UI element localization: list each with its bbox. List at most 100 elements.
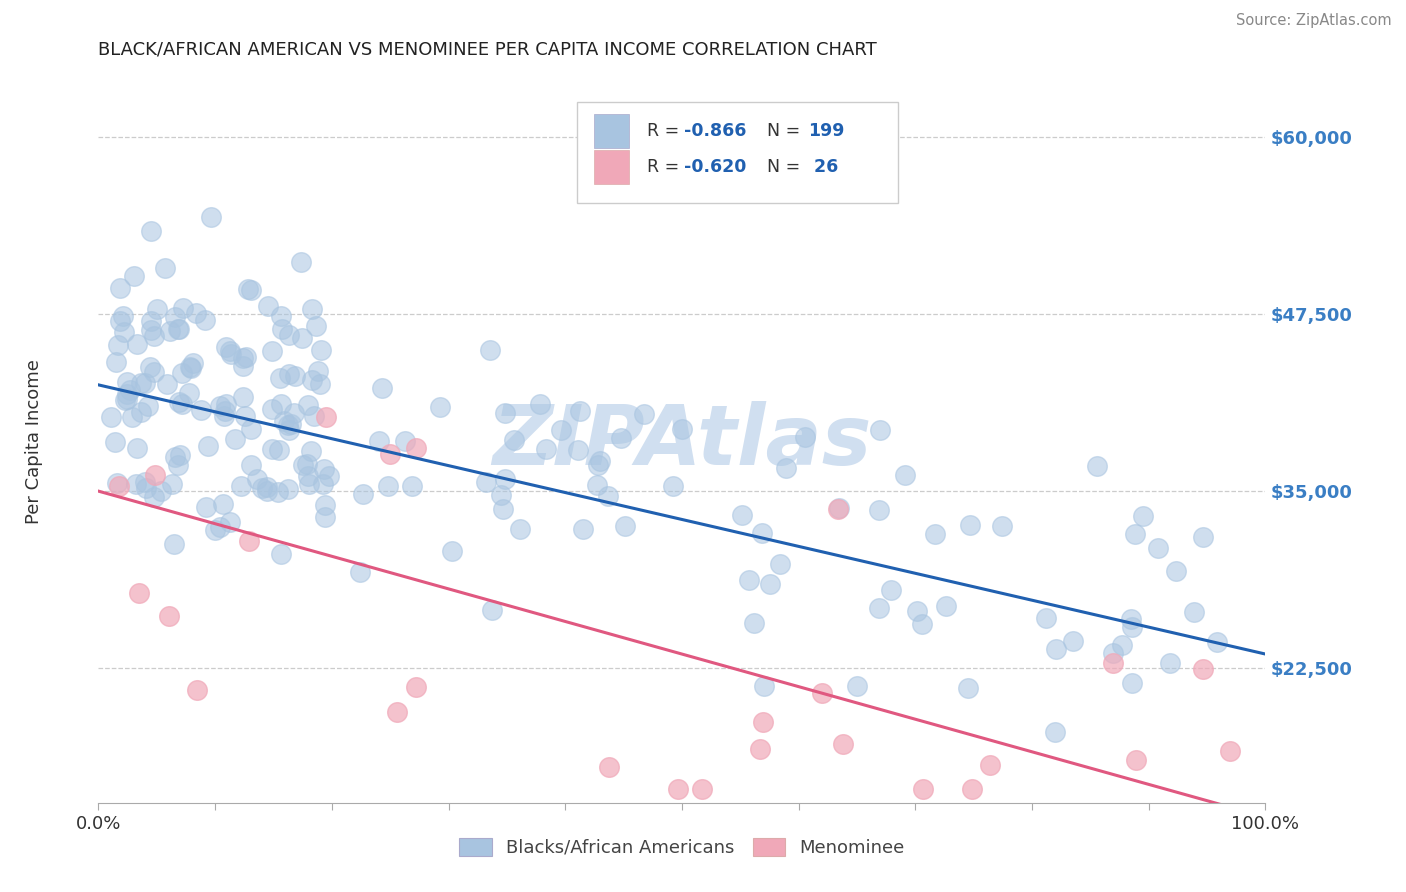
Point: [104, 434, 127, 449]
Point: [868, 503, 890, 517]
Point: [769, 557, 792, 571]
Point: [935, 599, 957, 613]
Point: [240, 283, 263, 297]
Text: ZIPAtlas: ZIPAtlas: [492, 401, 872, 482]
Point: [139, 314, 162, 328]
Point: [759, 577, 782, 591]
Point: [304, 409, 326, 424]
Point: [479, 343, 502, 357]
Point: [186, 682, 208, 697]
Point: [1035, 611, 1057, 625]
Point: [115, 387, 138, 401]
Point: [139, 359, 162, 374]
Point: [129, 405, 152, 419]
Point: [589, 454, 612, 468]
Point: [256, 480, 278, 494]
Point: [208, 520, 231, 534]
Point: [1184, 605, 1206, 619]
Text: -0.620: -0.620: [685, 158, 747, 176]
Point: [1121, 676, 1143, 690]
Point: [200, 210, 222, 224]
Point: [924, 527, 946, 541]
Point: [1123, 527, 1146, 541]
Point: [104, 355, 127, 369]
Point: [318, 469, 340, 483]
Legend: Blacks/African Americans, Menominee: Blacks/African Americans, Menominee: [451, 830, 912, 864]
Point: [314, 462, 336, 476]
FancyBboxPatch shape: [576, 102, 898, 203]
Point: [1164, 564, 1187, 578]
Point: [880, 582, 903, 597]
Point: [141, 224, 163, 238]
Point: [752, 679, 775, 693]
Point: [179, 386, 201, 401]
Point: [811, 686, 834, 700]
Point: [352, 487, 374, 501]
Point: [911, 617, 934, 632]
Point: [614, 518, 637, 533]
Point: [571, 523, 593, 537]
Point: [278, 328, 301, 343]
Point: [509, 522, 531, 536]
Point: [690, 781, 713, 796]
Point: [224, 432, 246, 446]
Point: [1119, 612, 1142, 626]
Point: [270, 547, 292, 561]
Point: [135, 481, 157, 495]
Point: [208, 400, 231, 414]
Point: [394, 434, 416, 449]
Point: [633, 408, 655, 422]
Point: [166, 458, 188, 472]
Point: [149, 483, 172, 498]
Point: [868, 601, 890, 615]
Point: [271, 322, 294, 336]
Point: [349, 565, 371, 579]
Text: BLACK/AFRICAN AMERICAN VS MENOMINEE PER CAPITA INCOME CORRELATION CHART: BLACK/AFRICAN AMERICAN VS MENOMINEE PER …: [98, 40, 877, 58]
Point: [775, 461, 797, 475]
Point: [157, 608, 180, 623]
Point: [1111, 638, 1133, 652]
Point: [169, 449, 191, 463]
Point: [991, 519, 1014, 533]
Point: [280, 417, 302, 431]
Point: [127, 336, 149, 351]
Point: [231, 479, 253, 493]
Point: [215, 397, 238, 411]
Point: [301, 373, 323, 387]
Point: [121, 409, 143, 424]
Point: [744, 615, 766, 630]
Point: [1219, 744, 1241, 758]
Point: [186, 306, 208, 320]
Point: [235, 350, 257, 364]
Point: [143, 467, 166, 482]
Point: [662, 479, 685, 493]
Point: [111, 309, 134, 323]
Point: [194, 312, 217, 326]
Point: [283, 407, 305, 421]
Point: [291, 331, 314, 345]
Point: [232, 359, 254, 374]
Point: [1192, 530, 1215, 544]
Point: [295, 458, 318, 472]
Point: [218, 343, 240, 358]
Point: [377, 479, 399, 493]
Text: 199: 199: [808, 122, 845, 140]
Point: [314, 510, 336, 524]
Point: [979, 758, 1001, 772]
Point: [118, 384, 141, 398]
Text: Per Capita Income: Per Capita Income: [25, 359, 44, 524]
Point: [1045, 642, 1067, 657]
Point: [267, 443, 290, 458]
Point: [239, 422, 262, 436]
Point: [309, 343, 332, 357]
Point: [278, 423, 301, 437]
Point: [134, 475, 156, 489]
Point: [666, 781, 689, 796]
Point: [273, 414, 295, 428]
Point: [167, 395, 190, 409]
Point: [257, 299, 280, 313]
Point: [277, 482, 299, 496]
Point: [1102, 656, 1125, 670]
Point: [155, 260, 177, 275]
Point: [911, 781, 934, 796]
